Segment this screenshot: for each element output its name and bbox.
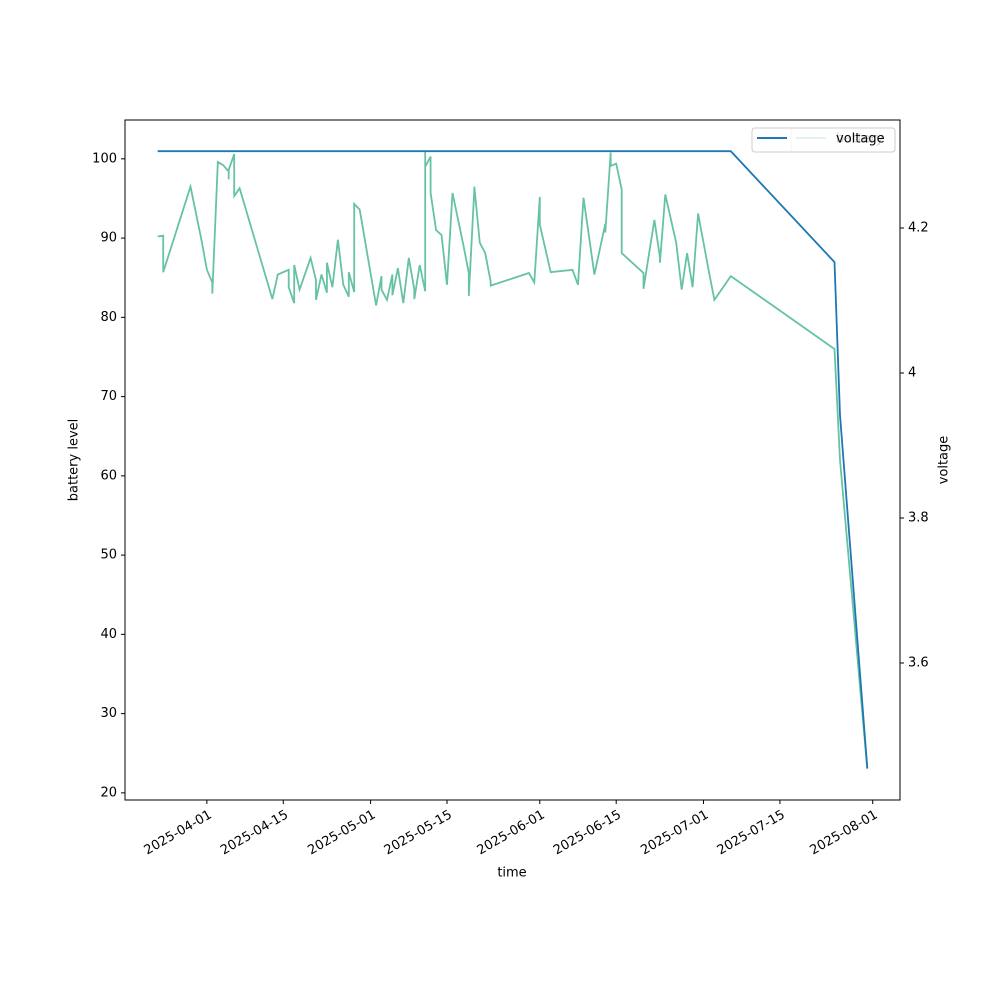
series-line — [157, 151, 869, 770]
x-tick-label: 2025-06-01 — [475, 808, 548, 859]
legend-box — [751, 127, 896, 153]
y-tick-label: 90 — [100, 231, 117, 246]
x-tick-label: 2025-08-01 — [808, 808, 881, 859]
y-tick-label: 80 — [100, 310, 117, 325]
y-tick-label: 60 — [100, 468, 117, 483]
y-tick-label: 30 — [100, 706, 117, 721]
x-tick-label: 2025-04-01 — [142, 808, 215, 859]
x-tick-label: 2025-07-15 — [715, 808, 788, 859]
y2-tick-label: 4.2 — [908, 221, 929, 236]
plot-frame — [124, 119, 901, 801]
y-tick-label: 50 — [100, 548, 117, 563]
y2-tick-label: 4 — [908, 366, 916, 381]
y-tick-label: 100 — [92, 151, 117, 166]
y2-tick-label: 3.8 — [908, 510, 929, 525]
x-tick-label: 2025-04-15 — [218, 808, 291, 859]
legend-label: voltage — [836, 132, 885, 147]
y2-axis-label: voltage — [937, 436, 952, 485]
x-tick-label: 2025-07-01 — [638, 808, 711, 859]
x-tick-label: 2025-05-01 — [305, 808, 378, 859]
y-tick-label: 70 — [100, 389, 117, 404]
y-tick-label: 20 — [100, 785, 117, 800]
x-tick-label: 2025-06-15 — [551, 808, 624, 859]
x-axis-label: time — [497, 866, 526, 881]
x-tick-label: 2025-05-15 — [382, 808, 455, 859]
y-axis-label: battery level — [67, 419, 82, 502]
series-line — [157, 150, 869, 769]
y2-tick-label: 3.6 — [908, 655, 929, 670]
y-tick-label: 40 — [100, 627, 117, 642]
